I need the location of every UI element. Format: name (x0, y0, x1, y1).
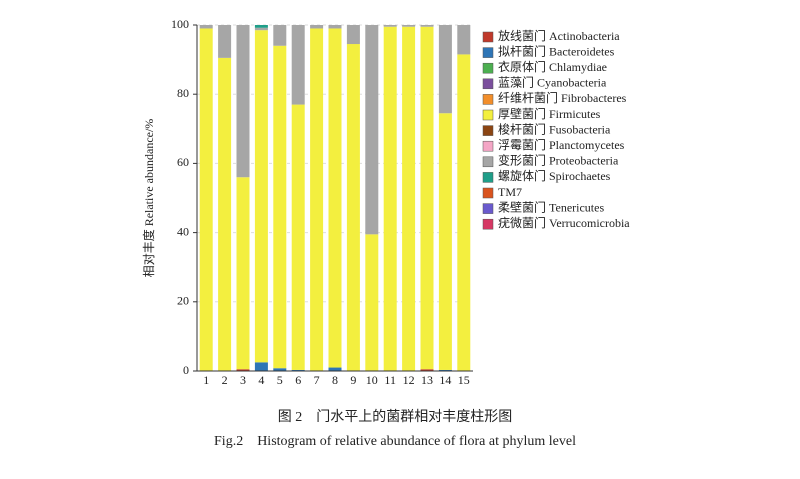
bar-segment (346, 44, 360, 371)
legend-swatch (482, 78, 494, 90)
x-tick-label: 1 (203, 373, 209, 387)
bar-segment (273, 368, 287, 371)
legend-label: 梭杆菌门 Fusobacteria (498, 121, 611, 136)
bar-segment (218, 25, 232, 58)
bar-segment (420, 25, 434, 27)
bar-segment (438, 369, 452, 371)
bar-segment (254, 27, 268, 31)
bar-segment (383, 25, 397, 27)
bar-segment (420, 26, 434, 370)
bar-segment (328, 367, 342, 371)
bar-segment (310, 25, 324, 29)
bar-segment (438, 113, 452, 370)
bar-segment (438, 25, 452, 114)
legend-label: 厚壁菌门 Firmicutes (498, 106, 601, 121)
bar-segment (291, 369, 305, 371)
caption-en: Fig.2 Histogram of relative abundance of… (214, 434, 576, 449)
caption-cn: 图 2 门水平上的菌群相对丰度柱形图 (278, 409, 513, 425)
legend-label: TM7 (498, 185, 522, 199)
bar-segment (383, 26, 397, 371)
legend-swatch (482, 187, 494, 199)
legend-label: 放线菌门 Actinobacteria (498, 28, 620, 43)
x-tick-label: 13 (421, 373, 433, 387)
legend-swatch (482, 140, 494, 152)
bar-segment (402, 25, 416, 27)
x-tick-label: 7 (314, 373, 320, 387)
legend-label: 蓝藻门 Cyanobacteria (498, 75, 607, 90)
y-tick-label: 60 (177, 155, 189, 169)
legend-label: 衣原体门 Chlamydiae (498, 59, 607, 74)
x-tick-label: 2 (222, 373, 228, 387)
bar-segment (236, 25, 250, 178)
legend-swatch (482, 156, 494, 168)
y-tick-label: 0 (183, 363, 189, 377)
bar-segment (199, 25, 213, 29)
legend-swatch (482, 109, 494, 121)
bar-segment (273, 45, 287, 369)
bar-segment (365, 25, 379, 235)
bar-segment (420, 369, 434, 371)
y-tick-label: 40 (177, 224, 189, 238)
legend-swatch (482, 203, 494, 214)
legend-label: 疣微菌门 Verrucomicrobia (498, 215, 630, 230)
x-tick-label: 3 (240, 373, 246, 387)
bar-segment (328, 25, 342, 29)
y-tick-label: 20 (177, 294, 189, 308)
bar-segment (273, 25, 287, 46)
bar-segment (218, 57, 232, 372)
x-tick-label: 14 (439, 373, 451, 387)
legend-swatch (482, 94, 494, 105)
bar-segment (254, 30, 268, 363)
bar-segment (346, 25, 360, 45)
y-tick-label: 100 (171, 17, 189, 31)
bar-segment (291, 25, 305, 105)
x-tick-label: 15 (458, 373, 470, 387)
legend-label: 变形菌门 Proteobacteria (498, 153, 619, 168)
bar-segment (457, 25, 471, 55)
x-tick-label: 11 (384, 373, 396, 387)
legend-label: 纤维杆菌门 Fibrobacteres (498, 90, 627, 105)
bar-segment (310, 28, 324, 372)
bar-segment (236, 177, 250, 370)
x-tick-label: 6 (295, 373, 301, 387)
bar-segment (199, 28, 213, 372)
legend-swatch (482, 218, 494, 230)
legend-swatch (482, 125, 494, 136)
legend-label: 浮霉菌门 Planctomycetes (498, 137, 625, 152)
legend-label: 拟杆菌门 Bacteroidetes (498, 43, 615, 58)
x-tick-label: 8 (332, 373, 338, 387)
bar-segment (236, 369, 250, 371)
legend-label: 柔壁菌门 Tenericutes (498, 199, 604, 214)
y-axis-label: 相对丰度 Relative abundance/% (141, 119, 156, 278)
x-tick-label: 10 (366, 373, 378, 387)
y-tick-label: 80 (177, 86, 189, 100)
bar-segment (365, 234, 379, 371)
legend-swatch (482, 172, 494, 183)
x-tick-label: 5 (277, 373, 283, 387)
bar-segment (254, 362, 268, 371)
x-tick-label: 9 (350, 373, 356, 387)
bar-segment (291, 104, 305, 370)
legend-label: 螺旋体门 Spirochaetes (498, 168, 611, 183)
bar-segment (402, 26, 416, 371)
legend-swatch (482, 47, 494, 58)
x-tick-label: 4 (258, 373, 264, 387)
bar-segment (457, 54, 471, 371)
x-tick-label: 12 (403, 373, 415, 387)
legend-swatch (482, 31, 494, 43)
bar-segment (328, 28, 342, 368)
bar-segment (254, 25, 268, 28)
legend-swatch (482, 62, 494, 74)
